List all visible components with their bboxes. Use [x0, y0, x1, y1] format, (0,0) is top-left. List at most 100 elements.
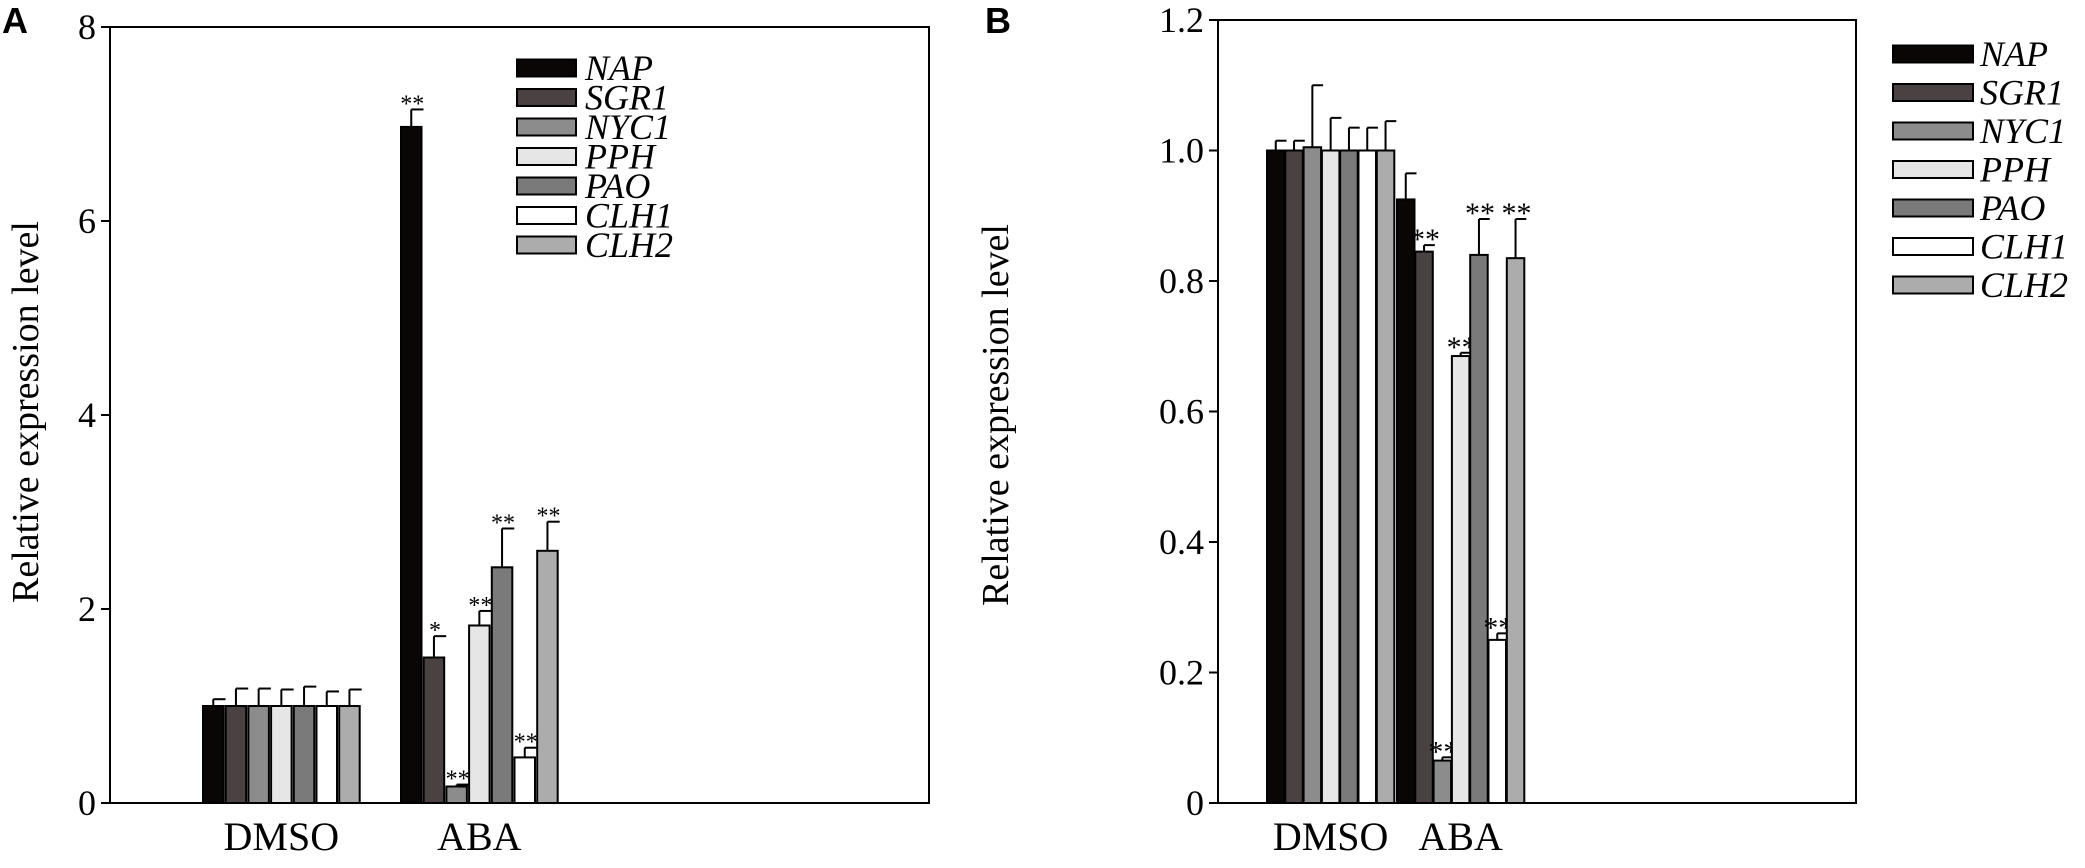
panel-a-bar-dmso-nap	[202, 705, 225, 804]
panel-b-bar-aba-pao	[1469, 253, 1489, 804]
panel-b-category-label-dmso: DMSO	[1273, 814, 1389, 859]
panel-a-bar-dmso-pph	[270, 705, 293, 804]
panel-b-error-bar-dmso-clh1	[1366, 126, 1378, 151]
panel-b-error-bar-dmso-sgr1	[1293, 139, 1305, 151]
panel-a-legend-item-nap: NAP	[516, 48, 653, 88]
panel-a-error-bar-aba-pao	[501, 527, 515, 568]
panel-b-legend-label-sgr1: SGR1	[1980, 73, 2064, 113]
panel-a-y-ticks: 0 2 4 6 8	[78, 7, 110, 823]
panel-a-error-bar-dmso-nap	[212, 698, 226, 706]
panel-a-legend-item-pph: PPH	[516, 137, 657, 177]
panel-a-category-label-aba: ABA	[437, 814, 522, 859]
panel-a-bar-aba-clh2	[536, 549, 559, 804]
panel-a-legend-swatch-pph	[516, 147, 577, 166]
panel-a-bars: *************	[202, 91, 560, 805]
panel-b-y-ticks: 0 0.2 0.4 0.6 0.8 1.0 1.2	[1159, 0, 1218, 823]
panel-b-letter: B	[985, 0, 1011, 41]
panel-b-error-bar-dmso-nap	[1274, 139, 1287, 151]
panel-b-y-tick-label: 1.2	[1159, 0, 1204, 40]
panel-a-legend-swatch-clh1	[516, 206, 577, 225]
panel-b-bars: ************	[1266, 84, 1532, 805]
panel-b-legend-label-pao: PAO	[1979, 188, 2045, 228]
panel-a-legend-label-pph: PPH	[584, 137, 657, 177]
panel-b-legend-label-clh1: CLH1	[1980, 227, 2068, 267]
panel-a-error-bar-aba-nyc1	[455, 783, 469, 787]
panel-a-error-bar-dmso-sgr1	[234, 687, 249, 706]
panel-a-y-tick-label: 6	[78, 201, 96, 241]
panel-a-bar-aba-sgr1	[422, 656, 446, 804]
panel-b-legend-swatch-pph	[1892, 160, 1974, 179]
panel-a-error-bar-aba-sgr1	[432, 635, 447, 658]
panel-b-error-bar-dmso-nyc1	[1311, 84, 1324, 148]
panel-b-bar-aba-clh2	[1505, 257, 1526, 805]
panel-a-plot-frame	[109, 26, 930, 804]
panel-a-y-tick-label: 4	[78, 395, 96, 435]
panel-b-category-label-aba: ABA	[1418, 814, 1503, 859]
panel-b-bar-dmso-nyc1	[1302, 146, 1323, 805]
panel-a-legend-label-clh1: CLH1	[585, 196, 673, 236]
panel-a-category-label-dmso: DMSO	[224, 814, 340, 859]
panel-b-legend-label-nap: NAP	[1979, 34, 2048, 74]
panel-a-legend-swatch-pao	[516, 176, 577, 196]
panel-b-bar-aba-pph	[1450, 355, 1471, 804]
panel-a-legend-swatch-sgr1	[516, 88, 577, 107]
panel-a-legend-label-nyc1: NYC1	[584, 107, 671, 147]
panel-b-legend-swatch-nap	[1892, 44, 1974, 64]
panel-b-legend-item-sgr1: SGR1	[1892, 73, 2064, 113]
panel-b-legend-swatch-clh1	[1892, 237, 1974, 256]
panel-b-error-bar-aba-pao	[1477, 218, 1490, 255]
panel-b-y-tick-label: 0.4	[1159, 522, 1204, 562]
panel-a-legend-item-nyc1: NYC1	[516, 107, 671, 147]
panel-a-bar-aba-nap	[400, 125, 423, 805]
panel-b-category-labels: DMSO ABA	[1273, 814, 1503, 859]
panel-a-error-bar-dmso-clh1	[325, 690, 339, 706]
panel-b-legend-swatch-clh2	[1892, 275, 1974, 295]
panel-b-legend-item-pph: PPH	[1892, 150, 2052, 190]
panel-b: B Relative expression level 0 0.2 0.4 0.6 0.…	[975, 0, 2068, 859]
panel-b-bar-dmso-sgr1	[1284, 149, 1304, 804]
panel-a-legend-item-clh2: CLH2	[516, 225, 673, 265]
panel-a-legend-item-sgr1: SGR1	[516, 78, 669, 118]
panel-a-error-bar-aba-nap	[410, 108, 424, 127]
panel-b-error-bar-aba-nap	[1404, 172, 1417, 200]
panel-a-legend-swatch-nyc1	[516, 117, 577, 137]
panel-a-significance-marker-clh1: **	[514, 730, 538, 756]
panel-b-error-bar-dmso-clh2	[1384, 120, 1397, 151]
panel-a-significance-marker-clh2: **	[536, 504, 560, 530]
panel-b-bar-dmso-clh2	[1375, 149, 1396, 804]
panel-a-significance-marker-pph: **	[468, 593, 492, 619]
panel-a-error-bar-dmso-nyc1	[257, 687, 271, 706]
panel-b-significance-marker-sgr1: **	[1410, 223, 1440, 256]
panel-b-significance-marker-clh2: **	[1502, 197, 1532, 230]
panel-b-y-tick-label: 1.0	[1159, 131, 1204, 171]
panel-b-y-tick-label: 0.2	[1159, 653, 1204, 693]
panel-b-bar-aba-nap	[1396, 198, 1416, 804]
panel-b-legend-item-pao: PAO	[1892, 188, 2045, 228]
panel-a-legend-label-pao: PAO	[584, 166, 650, 206]
panel-a-bar-dmso-nyc1	[247, 705, 270, 804]
panel-b-legend-item-clh2: CLH2	[1892, 265, 2068, 305]
panel-b-legend-label-pph: PPH	[1979, 150, 2052, 190]
panel-b-bar-dmso-pao	[1339, 149, 1359, 804]
panel-b-legend-swatch-pao	[1892, 198, 1974, 218]
panel-b-legend-item-nyc1: NYC1	[1892, 111, 2066, 151]
panel-b-legend-label-nyc1: NYC1	[1979, 111, 2066, 151]
panel-a-error-bar-aba-clh2	[546, 520, 560, 551]
panel-b-bar-dmso-pph	[1320, 149, 1341, 804]
panel-a-legend-swatch-nap	[516, 58, 577, 78]
panel-b-legend-swatch-nyc1	[1892, 121, 1974, 141]
panel-a-bar-aba-pph	[468, 624, 491, 804]
panel-a-legend-swatch-clh2	[516, 235, 577, 255]
panel-a-significance-marker-sgr1: *	[429, 618, 441, 644]
panel-b-error-bar-dmso-pao	[1347, 126, 1360, 151]
panel-a-significance-marker-nyc1: **	[446, 767, 470, 793]
panel-a-y-tick-label: 2	[78, 589, 96, 629]
panel-b-bar-aba-sgr1	[1414, 250, 1434, 804]
panel-a-bar-aba-pao	[490, 566, 514, 804]
panel-a-bar-dmso-pao	[292, 705, 316, 804]
panel-a-legend-item-clh1: CLH1	[516, 196, 673, 236]
